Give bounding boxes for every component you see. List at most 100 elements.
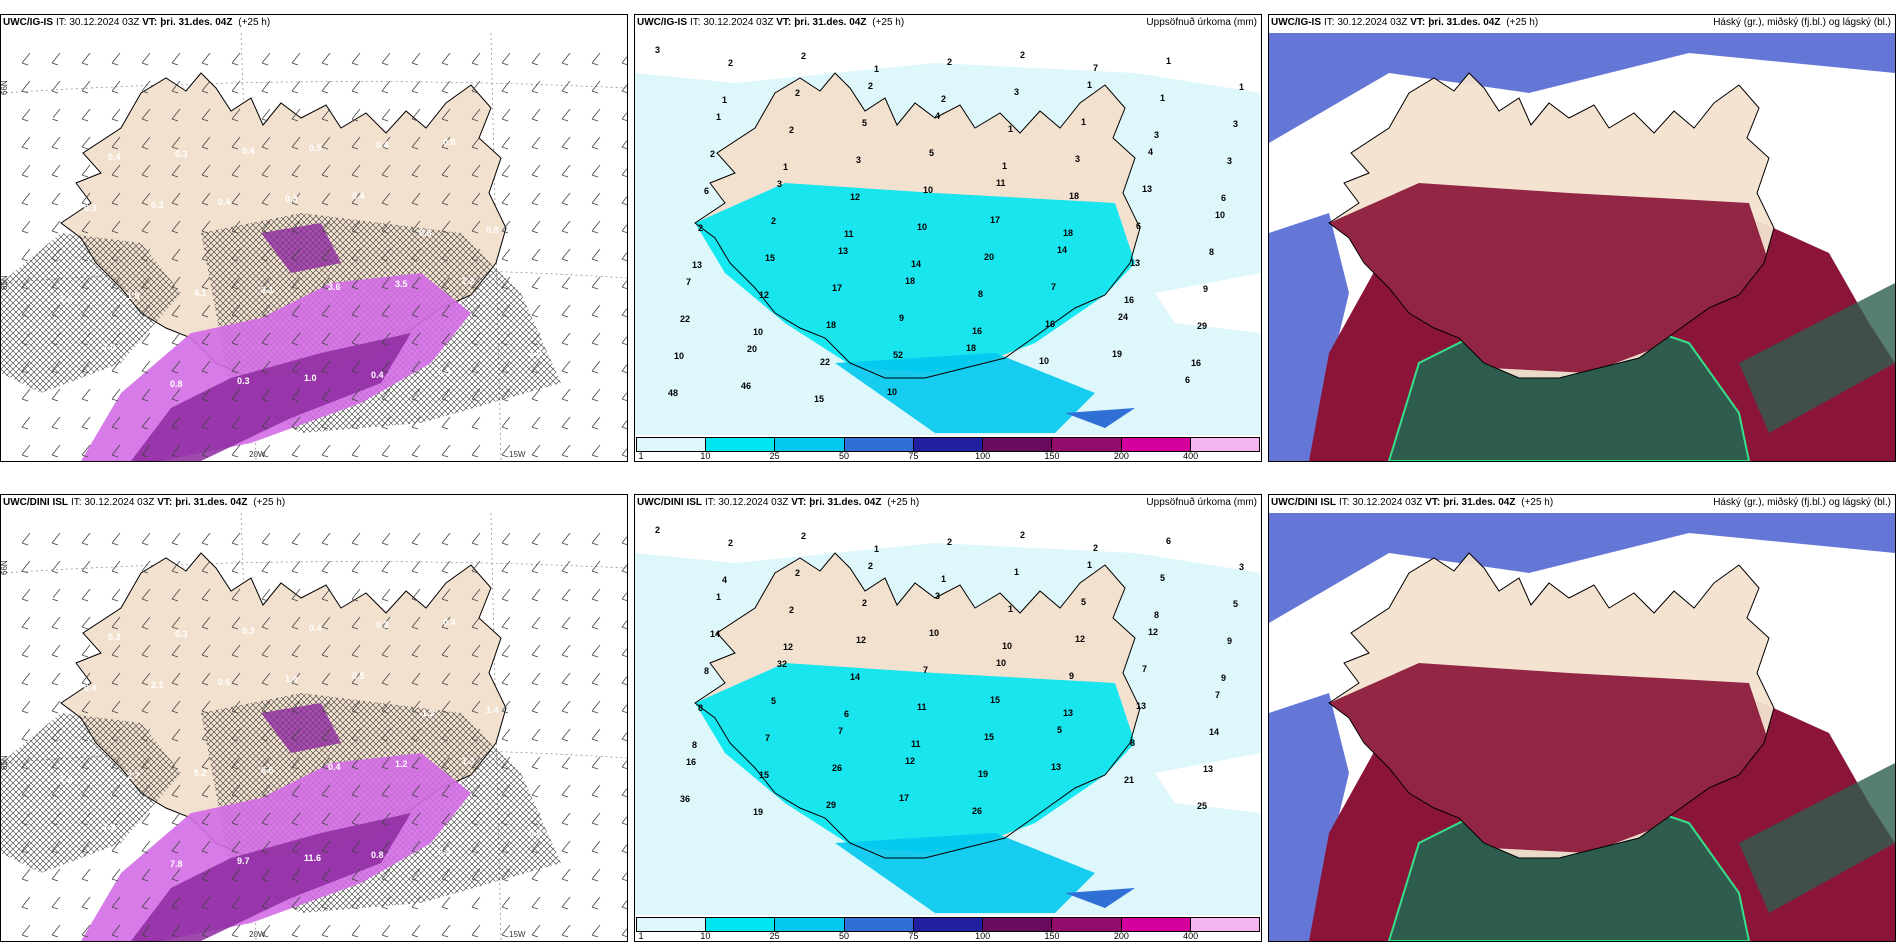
coastline	[694, 552, 1141, 859]
value-label: 2	[710, 149, 715, 159]
value-label: 1.1	[553, 297, 566, 307]
value-label: 0.3	[84, 203, 97, 213]
value-label: 8	[692, 740, 697, 750]
low-cloud	[1269, 213, 1349, 461]
value-label: 10	[887, 387, 897, 397]
value-label: 0.3	[285, 194, 298, 204]
model-name: UWC/DINI ISL	[637, 497, 702, 508]
lon-label: 20W	[249, 930, 266, 939]
value-label: 7.8	[170, 859, 183, 869]
coastline	[694, 72, 1141, 379]
value-label: 7	[838, 726, 843, 736]
value-label: 1	[1014, 567, 1019, 577]
value-label: 0.4	[108, 152, 121, 162]
lon-label: 20W	[249, 450, 266, 459]
value-label: 0.4	[328, 762, 341, 772]
legend-tick-label: 1	[638, 931, 644, 941]
hatch-area	[1, 233, 181, 393]
value-label: 0.4	[443, 617, 456, 627]
lead-time: (+25 h)	[887, 497, 920, 508]
value-label: 7	[1215, 690, 1220, 700]
value-label: 2	[941, 94, 946, 104]
value-label: 15	[990, 695, 1000, 705]
value-label: 2	[795, 568, 800, 578]
value-label: 2	[862, 598, 867, 608]
value-label: 22	[820, 357, 830, 367]
map-canvas: 2221222634221115512231589141212101012129…	[635, 513, 1261, 941]
value-label: 14	[850, 672, 860, 682]
init-time: 30.12.2024 03Z	[703, 17, 774, 28]
value-label: 0.3	[577, 686, 590, 696]
legend-swatch	[913, 918, 984, 931]
value-label: 2	[728, 58, 733, 68]
value-label: 3	[777, 179, 782, 189]
legend-swatch	[637, 438, 707, 451]
legend-swatch	[1121, 438, 1191, 451]
value-label: 8	[1209, 247, 1214, 257]
init-time: 30.12.2024 03Z	[718, 497, 789, 508]
value-label: 10	[1039, 356, 1049, 366]
value-label: 2.2	[462, 276, 475, 286]
value-label: 1	[716, 112, 721, 122]
legend-tick-label: 200	[1113, 931, 1129, 941]
low-cloud	[1269, 513, 1895, 623]
value-label: 1	[716, 592, 721, 602]
value-label: 0.3	[237, 376, 250, 386]
value-label: 5	[1057, 725, 1062, 735]
lat-label: 65N	[1, 275, 9, 290]
panel-subtitle: Háský (gr.), miðský (fj.bl.) og lágský (…	[1713, 497, 1891, 508]
hatch-area	[1, 713, 181, 873]
legend-colorbar	[636, 437, 1260, 452]
value-label: 3.1	[553, 777, 566, 787]
precip-band	[81, 223, 471, 461]
value-labels: 2221222634221115512231589141212101012129…	[655, 525, 1244, 817]
value-label: 2	[728, 538, 733, 548]
value-label: 7.2	[103, 822, 116, 832]
value-label: 6	[1221, 193, 1226, 203]
value-label: 0.8	[170, 379, 183, 389]
value-label: 7	[686, 277, 691, 287]
value-label: 8	[698, 703, 703, 713]
value-label: 7	[923, 665, 928, 675]
value-label: 7	[1093, 63, 1098, 73]
value-label: 0.4	[577, 206, 590, 216]
value-label: 0.4	[438, 847, 451, 857]
value-label: 13	[1063, 708, 1073, 718]
vt-label: VT:	[1410, 17, 1426, 28]
precip-legend: 1 10 25 50 75 100 150 200 400	[635, 915, 1261, 941]
value-labels: 0.3 0.3 0.3 0.3 0.4 0.3 0.4 0.4 0.3 0.4 2.1 0.6 1.4 0…	[41, 595, 609, 925]
value-label: 0.4	[371, 370, 384, 380]
legend-ticks: 1 10 25 50 75 100 150 200 400	[636, 451, 1260, 461]
value-label: 12	[1148, 627, 1158, 637]
value-label: 36	[680, 794, 690, 804]
value-label: 19	[978, 769, 988, 779]
value-label: 5	[1081, 597, 1086, 607]
model-name: UWC/IG-IS	[637, 17, 687, 28]
lead-time: (+25 h)	[238, 17, 271, 28]
lat-label: 66N	[1, 560, 9, 575]
value-label: 2	[655, 525, 660, 535]
value-label: 2	[1093, 543, 1098, 553]
value-label: 5	[1233, 599, 1238, 609]
value-label: 1	[1087, 80, 1092, 90]
no-precip	[1155, 273, 1261, 333]
value-label: 12	[1075, 634, 1085, 644]
value-label: 3	[1075, 154, 1080, 164]
value-label: 0.6	[218, 677, 231, 687]
legend-swatch	[775, 438, 845, 451]
value-label: 2	[1020, 50, 1025, 60]
value-label: 26	[832, 763, 842, 773]
value-label: 13	[1142, 184, 1152, 194]
wind-barbs	[21, 532, 627, 938]
lat-label: 65N	[1, 755, 9, 770]
value-label: 1.4	[486, 705, 499, 715]
value-label: 12	[905, 756, 915, 766]
panel-subtitle: Uppsöfnuð úrkoma (mm)	[1146, 497, 1257, 508]
map-canvas	[1269, 513, 1895, 941]
value-label: 2.7	[127, 771, 140, 781]
value-label: 20	[984, 252, 994, 262]
legend-swatch	[1190, 438, 1259, 451]
value-label: 0.4	[242, 146, 255, 156]
value-label: 8	[1130, 738, 1135, 748]
value-label: 9.7	[237, 856, 250, 866]
